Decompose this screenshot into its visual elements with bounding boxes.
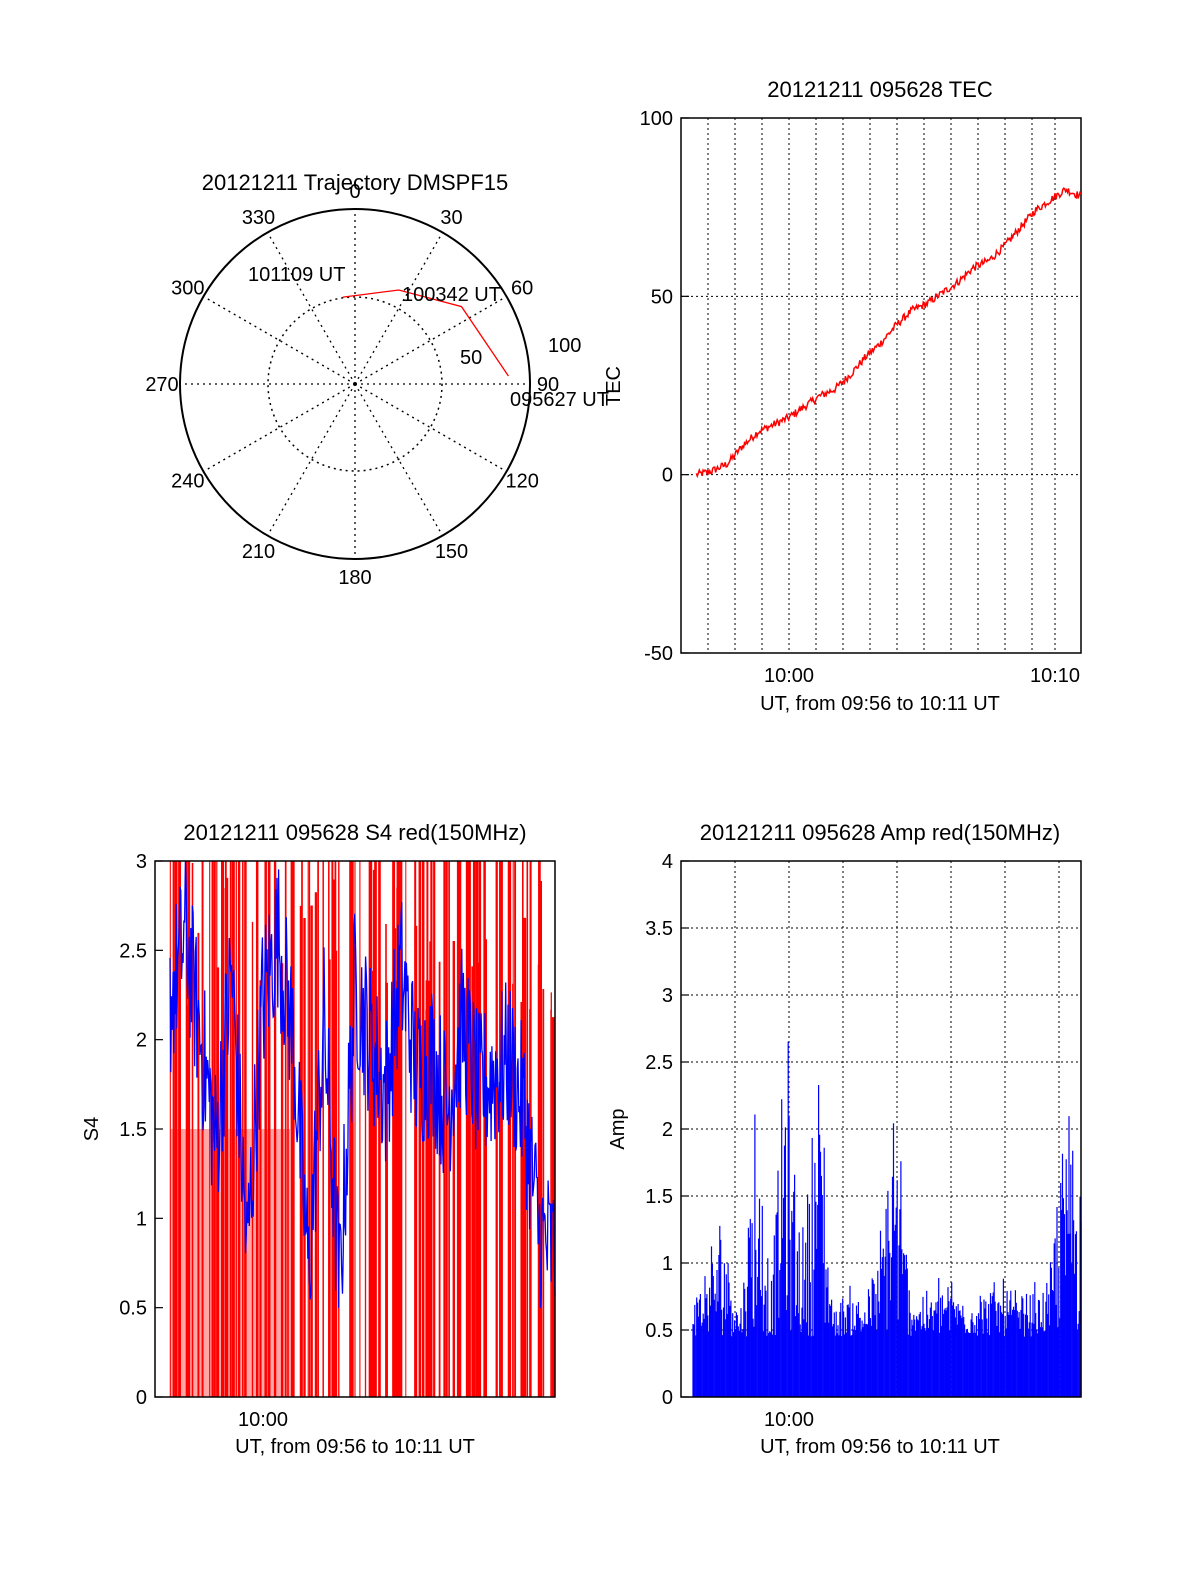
azimuth-label-30: 30	[440, 207, 462, 229]
polar-spoke-330	[266, 232, 356, 385]
amp-ytick-label: 0.5	[645, 1320, 673, 1342]
amp-ylabel: Amp	[607, 1108, 629, 1149]
s4-ytick-label: 2.5	[119, 940, 147, 962]
tec-ytick-label: 100	[640, 108, 673, 130]
amp-ytick-label: 1.5	[645, 1186, 673, 1208]
tec-y-ticks: 100 50 0 -50	[640, 108, 689, 665]
tec-ytick-label: -50	[644, 643, 673, 665]
tec-series-line	[695, 187, 1082, 479]
azimuth-label-120: 120	[505, 471, 538, 493]
amp-plot: 20121211 095628 Amp red(150MHz) 4 3.5 3 2.5…	[607, 820, 1082, 1458]
trajectory-track	[342, 289, 509, 377]
azimuth-label-210: 210	[242, 541, 275, 563]
s4-ytick-label: 3	[136, 851, 147, 873]
amp-xtick-1000: 10:00	[764, 1409, 814, 1431]
amp-ytick-label: 1	[662, 1253, 673, 1275]
polar-azimuth-labels: 0 30 60 90 120 150 180 210 240 270 300 330	[145, 181, 559, 589]
s4-xtick-1000: 10:00	[238, 1409, 288, 1431]
amp-ytick-label: 2.5	[645, 1052, 673, 1074]
s4-plot: 20121211 095628 S4 red(150MHz) 3 2.5 2 1.5 1…	[81, 820, 556, 1458]
tec-grid	[681, 118, 1081, 653]
polar-spoke-210	[266, 383, 356, 536]
azimuth-label-60: 60	[511, 278, 533, 300]
azimuth-label-150: 150	[435, 541, 468, 563]
amp-ytick-label: 0	[662, 1387, 673, 1409]
s4-ylabel: S4	[81, 1117, 103, 1141]
amp-title: 20121211 095628 Amp red(150MHz)	[700, 820, 1060, 845]
polar-spokes	[180, 209, 530, 559]
elevation-label-50: 50	[460, 347, 482, 369]
s4-ytick-label: 0.5	[119, 1298, 147, 1320]
s4-red-bars	[169, 861, 555, 1397]
track-label-end: 095627 UT	[510, 389, 609, 411]
trajectory-title: 20121211 Trajectory DMSPF15	[202, 170, 509, 195]
s4-ytick-label: 1.5	[119, 1119, 147, 1141]
tec-plot: 20121211 095628 TEC 100 50 0 -50 10:00 10:1…	[603, 77, 1082, 715]
azimuth-label-180: 180	[338, 567, 371, 589]
polar-spoke-150	[354, 383, 444, 536]
s4-xlabel: UT, from 09:56 to 10:11 UT	[235, 1436, 475, 1458]
azimuth-label-0: 0	[349, 181, 360, 203]
polar-inner-circle	[267, 296, 443, 472]
amp-ytick-label: 4	[662, 851, 673, 873]
s4-bar-dense	[170, 1129, 290, 1397]
amp-ytick-label: 2	[662, 1119, 673, 1141]
elevation-label-100: 100	[548, 335, 581, 357]
track-label-start: 101109 UT	[248, 264, 345, 286]
track-label-mid: 100342 UT	[402, 284, 501, 306]
tec-xtick-1010: 10:10	[1030, 665, 1080, 687]
polar-spoke-300	[203, 295, 356, 385]
s4-ytick-label: 2	[136, 1030, 147, 1052]
amp-y-ticks: 4 3.5 3 2.5 2 1.5 1 0.5 0	[645, 851, 689, 1409]
tec-xtick-1000: 10:00	[764, 665, 814, 687]
tec-ytick-label: 50	[651, 286, 673, 308]
tec-axes-frame	[680, 117, 1082, 654]
azimuth-label-270: 270	[145, 374, 178, 396]
azimuth-label-90: 90	[537, 374, 559, 396]
s4-ytick-label: 0	[136, 1387, 147, 1409]
s4-blue-line	[169, 860, 556, 1308]
s4-y-ticks: 3 2.5 2 1.5 1 0.5 0	[119, 851, 163, 1409]
amp-blue-bars	[692, 1041, 1082, 1397]
tec-xlabel: UT, from 09:56 to 10:11 UT	[760, 693, 1000, 715]
amp-xlabel: UT, from 09:56 to 10:11 UT	[760, 1436, 1000, 1458]
amp-ytick-label: 3.5	[645, 918, 673, 940]
polar-spoke-60	[354, 295, 507, 385]
polar-spoke-30	[354, 232, 444, 385]
polar-spoke-240	[203, 383, 356, 473]
tec-ylabel: TEC	[603, 366, 625, 406]
tec-ytick-label: 0	[662, 465, 673, 487]
azimuth-label-300: 300	[171, 278, 204, 300]
amp-ytick-label: 3	[662, 985, 673, 1007]
polar-spoke-120	[354, 383, 507, 473]
s4-title: 20121211 095628 S4 red(150MHz)	[183, 820, 526, 845]
tec-title: 20121211 095628 TEC	[767, 77, 993, 102]
trajectory-polar-plot: 20121211 Trajectory DMSPF15 0 30 60 90 120 15…	[145, 170, 609, 589]
s4-ytick-label: 1	[136, 1208, 147, 1230]
azimuth-label-240: 240	[171, 471, 204, 493]
azimuth-label-330: 330	[242, 207, 275, 229]
